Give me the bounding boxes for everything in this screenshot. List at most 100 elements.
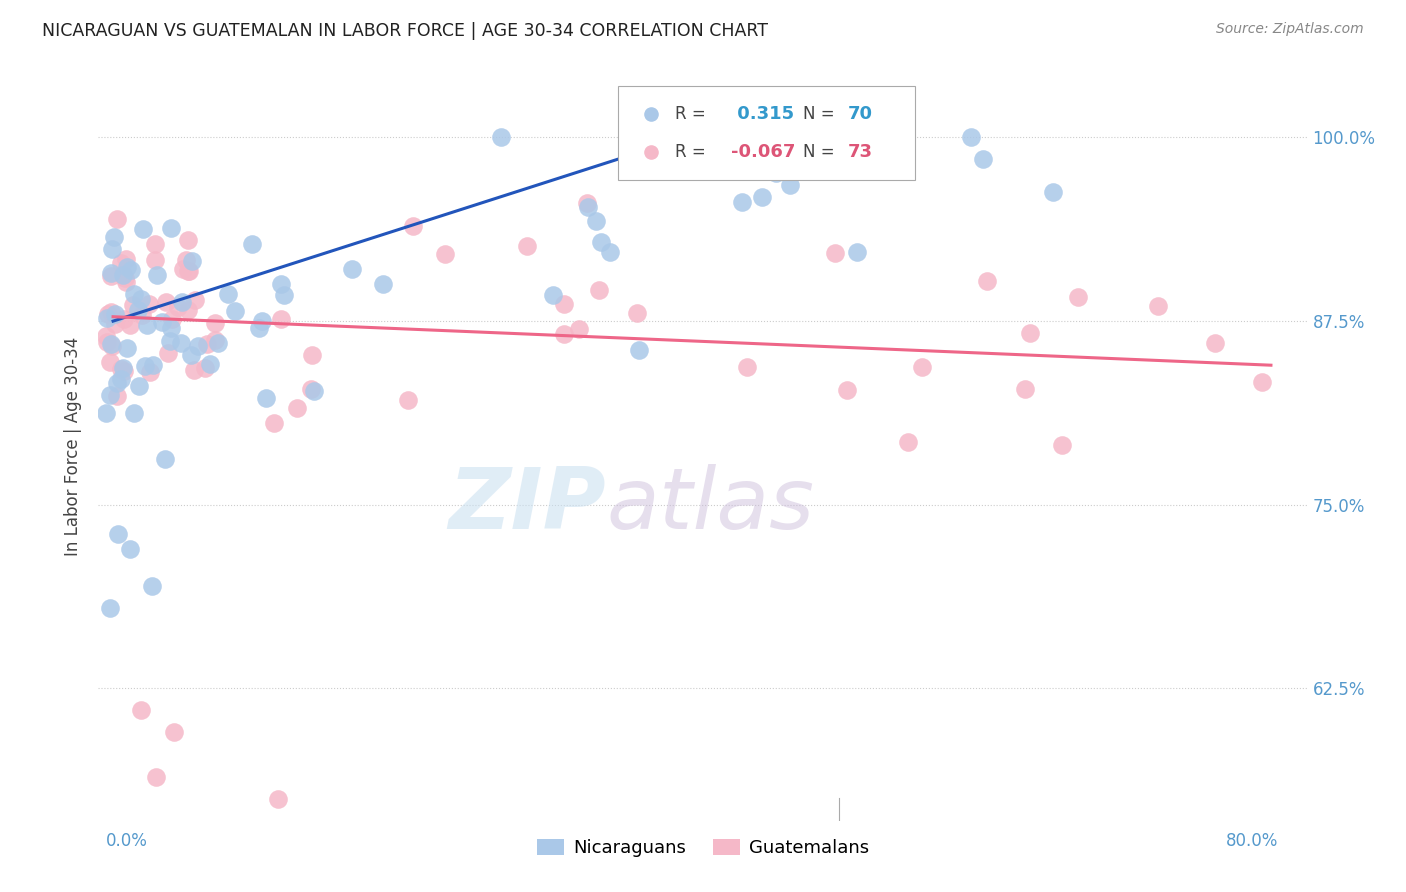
Point xyxy=(1147,299,1170,313)
Point xyxy=(198,357,221,371)
Point xyxy=(204,333,226,347)
Point xyxy=(1042,185,1064,199)
Point xyxy=(1066,290,1088,304)
Point xyxy=(98,600,121,615)
Point xyxy=(489,130,512,145)
Point xyxy=(112,364,135,378)
Point xyxy=(180,348,202,362)
Point xyxy=(101,338,124,352)
Point xyxy=(270,312,292,326)
Point xyxy=(553,297,575,311)
Y-axis label: In Labor Force | Age 30-34: In Labor Force | Age 30-34 xyxy=(65,336,83,556)
Point xyxy=(340,262,363,277)
Point xyxy=(976,274,998,288)
Point xyxy=(100,268,122,283)
Point xyxy=(96,406,118,420)
Point xyxy=(396,392,419,407)
Point xyxy=(105,376,128,390)
Point xyxy=(101,242,124,256)
Point xyxy=(129,292,152,306)
Point xyxy=(1204,336,1226,351)
Point xyxy=(128,379,150,393)
Point xyxy=(824,246,846,260)
Point xyxy=(129,703,152,717)
Point xyxy=(114,270,136,285)
Text: atlas: atlas xyxy=(606,465,814,548)
Point xyxy=(120,263,142,277)
Point xyxy=(184,293,207,308)
Point xyxy=(96,310,118,325)
Point xyxy=(204,316,226,330)
Point xyxy=(1019,326,1042,340)
Point xyxy=(156,346,179,360)
Point xyxy=(145,268,167,282)
Point xyxy=(401,219,423,233)
Point xyxy=(195,337,218,351)
Point xyxy=(172,294,194,309)
Point xyxy=(837,383,859,397)
Text: ZIP: ZIP xyxy=(449,465,606,548)
Point xyxy=(127,302,149,317)
Point xyxy=(194,361,217,376)
Text: 0.0%: 0.0% xyxy=(105,832,148,850)
Text: NICARAGUAN VS GUATEMALAN IN LABOR FORCE | AGE 30-34 CORRELATION CHART: NICARAGUAN VS GUATEMALAN IN LABOR FORCE … xyxy=(42,22,768,40)
Point xyxy=(183,363,205,377)
Point xyxy=(1251,375,1274,389)
Point xyxy=(575,195,598,210)
Point xyxy=(98,387,121,401)
Point xyxy=(247,321,270,335)
Point xyxy=(727,130,749,145)
Point xyxy=(299,382,322,396)
Point xyxy=(141,578,163,592)
Point xyxy=(553,327,575,342)
Point xyxy=(100,336,122,351)
Point xyxy=(273,287,295,301)
Point xyxy=(240,237,263,252)
Point xyxy=(110,256,132,270)
Point xyxy=(172,262,194,277)
Point xyxy=(270,277,292,292)
Text: -0.067: -0.067 xyxy=(731,143,796,161)
Point xyxy=(150,315,173,329)
Point xyxy=(541,287,564,301)
Point xyxy=(159,221,181,235)
Point xyxy=(132,221,155,235)
Point xyxy=(105,211,128,226)
Point xyxy=(115,260,138,275)
Point xyxy=(263,417,285,431)
Point xyxy=(433,247,456,261)
Point xyxy=(217,286,239,301)
Point xyxy=(110,372,132,386)
Point xyxy=(626,306,648,320)
Point xyxy=(516,239,538,253)
Point xyxy=(177,233,200,247)
Point xyxy=(254,392,277,406)
Legend: Nicaraguans, Guatemalans: Nicaraguans, Guatemalans xyxy=(530,831,876,864)
Point xyxy=(568,321,591,335)
Point xyxy=(252,314,274,328)
Point xyxy=(160,321,183,335)
Point xyxy=(627,343,650,357)
Point xyxy=(112,267,135,281)
Point xyxy=(846,244,869,259)
Point xyxy=(122,298,145,312)
Point xyxy=(731,195,754,210)
Point xyxy=(163,725,186,739)
Point xyxy=(765,165,787,179)
Point xyxy=(96,328,118,343)
Point xyxy=(180,253,202,268)
Point xyxy=(120,541,142,556)
Point xyxy=(735,360,758,375)
Point xyxy=(115,341,138,355)
Point xyxy=(115,276,138,290)
Point xyxy=(576,200,599,214)
Point xyxy=(765,289,787,303)
Text: 0.315: 0.315 xyxy=(731,105,794,123)
Point xyxy=(120,318,142,333)
Point xyxy=(176,303,198,318)
Point xyxy=(134,359,156,373)
Point xyxy=(911,360,934,375)
Point xyxy=(179,264,201,278)
Point xyxy=(176,253,198,268)
Point xyxy=(98,355,121,369)
